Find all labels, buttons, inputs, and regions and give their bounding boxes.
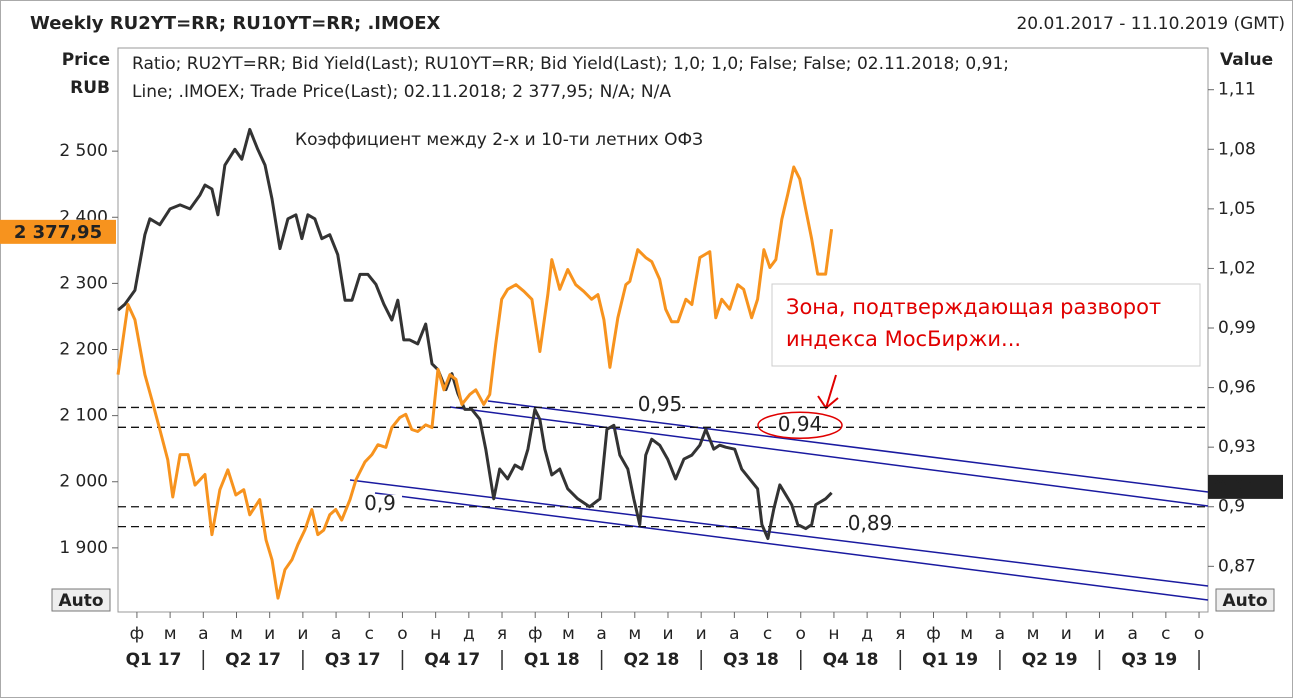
quarter-label: Q2 17: [225, 650, 281, 670]
x-tick-label: я: [895, 624, 905, 644]
y-axis-title: RUB: [70, 78, 110, 98]
x-tick-label: и: [662, 624, 673, 644]
x-tick-label: ф: [528, 624, 543, 644]
x-tick-label: а: [331, 624, 341, 644]
last-value-label: 0,91: [1214, 477, 1258, 498]
x-tick-label: м: [1027, 624, 1040, 644]
auto-button[interactable]: [51, 588, 111, 612]
x-tick-label: с: [365, 624, 374, 644]
reference-label: 0,9: [364, 491, 396, 515]
x-tick-label: д: [463, 624, 475, 644]
y2-tick-label: 0,87: [1218, 556, 1256, 576]
reference-label: 0,89: [848, 511, 893, 535]
auto-button-label[interactable]: Auto: [1222, 591, 1267, 611]
last-value-label: 2 377,95: [14, 222, 102, 243]
annotation: Коэффициент между 2-х и 10-ти летних ОФЗ: [295, 130, 703, 150]
label-bg: [848, 514, 892, 535]
x-tick-label: и: [696, 624, 707, 644]
x-tick-label: м: [164, 624, 177, 644]
auto-button[interactable]: [1215, 588, 1275, 612]
chart-title: Weekly RU2YT=RR; RU10YT=RR; .IMOEX: [30, 13, 441, 34]
y2-axis-title: Value: [1220, 50, 1273, 70]
y-tick-label: 2 500: [59, 141, 108, 161]
y-tick-label: 2 100: [59, 406, 108, 426]
x-tick-label: с: [1161, 624, 1170, 644]
last-value-badge: [0, 219, 116, 244]
label-bg: [358, 494, 402, 515]
y-axis-title: Price: [62, 50, 110, 70]
y-tick-label: 2 000: [59, 472, 108, 492]
x-tick-label: м: [230, 624, 243, 644]
quarter-label: Q2 18: [623, 650, 679, 670]
x-tick-label: м: [628, 624, 641, 644]
x-tick-label: м: [562, 624, 575, 644]
quarter-label: Q3 17: [325, 650, 381, 670]
quarter-label: Q1 17: [126, 650, 182, 670]
x-tick-label: и: [1094, 624, 1105, 644]
label-bg: [638, 395, 682, 416]
y2-tick-label: 0,93: [1218, 437, 1256, 457]
series-line: [117, 127, 833, 541]
quarter-label: Q1 18: [524, 650, 580, 670]
x-tick-label: ф: [926, 624, 941, 644]
x-tick-label: о: [1194, 624, 1204, 644]
y-tick-label: 2 300: [59, 273, 108, 293]
y2-tick-label: 1,08: [1218, 139, 1256, 159]
last-value-badge: [1208, 474, 1283, 499]
quarter-label: Q4 18: [823, 650, 879, 670]
quarter-label: Q2 19: [1022, 650, 1078, 670]
y2-tick-label: 0,99: [1218, 318, 1256, 338]
y2-tick-label: 1,05: [1218, 199, 1256, 219]
header: [1, 1, 1292, 41]
note: индекса МосБиржи...: [786, 327, 1021, 351]
quarter-label: Q3 18: [723, 650, 779, 670]
x-tick-label: а: [596, 624, 606, 644]
label-bg: [778, 415, 822, 436]
y-tick-label: 1 900: [59, 538, 108, 558]
series-line: [116, 165, 834, 600]
x-tick-label: о: [796, 624, 806, 644]
x-tick-label: с: [763, 624, 772, 644]
x-tick-label: и: [1061, 624, 1072, 644]
x-tick-label: н: [430, 624, 441, 644]
quarter-label: Q1 19: [922, 650, 978, 670]
x-tick-label: д: [861, 624, 873, 644]
x-tick-label: ф: [130, 624, 145, 644]
y2-tick-label: 0,96: [1218, 378, 1256, 398]
y2-tick-label: 0,9: [1218, 497, 1245, 517]
x-tick-label: о: [397, 624, 407, 644]
note: Зона, подтверждающая разворот: [786, 295, 1161, 319]
auto-button-label[interactable]: Auto: [58, 591, 103, 611]
y2-tick-label: 1,11: [1218, 80, 1256, 100]
legend-suffix: N/A; N/A: [600, 82, 672, 102]
date-range: 20.01.2017 - 11.10.2019 (GMT): [1016, 14, 1285, 34]
legend: Ratio; RU2YT=RR; Bid Yield(Last); RU10YT…: [132, 54, 1009, 102]
reference-label: 0,95: [638, 392, 683, 416]
x-tick-label: и: [264, 624, 275, 644]
y2-tick-label: 1,02: [1218, 258, 1256, 278]
x-tick-label: а: [729, 624, 739, 644]
legend-entry: Line; .IMOEX; Trade Price(Last); 02.11.2…: [132, 82, 594, 102]
quarter-label: Q3 19: [1121, 650, 1177, 670]
y-tick-label: 2 200: [59, 340, 108, 360]
highlight-ellipse: [757, 411, 843, 440]
x-tick-label: а: [198, 624, 208, 644]
x-tick-label: и: [297, 624, 308, 644]
x-tick-label: м: [960, 624, 973, 644]
legend-entry: Ratio; RU2YT=RR; Bid Yield(Last); RU10YT…: [132, 54, 1009, 74]
reference-label: 0,94: [778, 412, 823, 436]
x-tick-label: н: [828, 624, 839, 644]
x-tick-label: а: [995, 624, 1005, 644]
quarter-label: Q4 17: [424, 650, 480, 670]
note-box: [771, 283, 1201, 367]
x-tick-label: я: [497, 624, 507, 644]
x-tick-label: а: [1127, 624, 1137, 644]
